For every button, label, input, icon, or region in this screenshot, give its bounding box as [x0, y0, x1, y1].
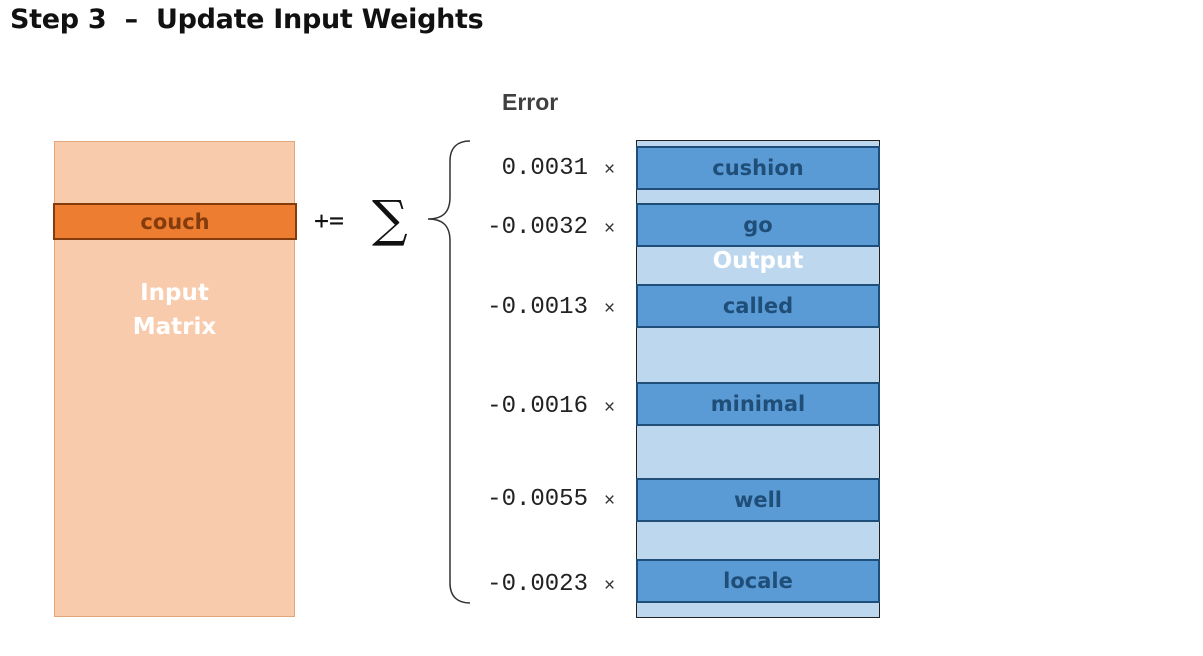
- output-row-locale: locale: [636, 559, 880, 603]
- error-value: -0.0013: [487, 294, 588, 321]
- plus-equals-operator: +=: [314, 206, 345, 235]
- input-row-couch: couch: [53, 203, 297, 240]
- multiply-operator: ×: [604, 490, 616, 511]
- error-column-label: Error: [502, 89, 559, 115]
- input-matrix-label-line1: Input: [140, 280, 209, 306]
- multiply-operator: ×: [604, 575, 616, 596]
- input-matrix-label: Input Matrix: [54, 276, 295, 344]
- sigma-symbol: ∑: [372, 190, 408, 248]
- multiply-operator: ×: [604, 397, 616, 418]
- left-brace-icon: [427, 140, 471, 604]
- error-value: -0.0023: [487, 571, 588, 598]
- error-value: -0.0055: [487, 486, 588, 513]
- output-row-well: well: [636, 478, 880, 522]
- multiply-operator: ×: [604, 159, 616, 180]
- output-row-called: called: [636, 284, 880, 328]
- input-matrix-label-line2: Matrix: [132, 314, 217, 340]
- output-row-go: go: [636, 203, 880, 247]
- error-value: -0.0032: [487, 214, 588, 241]
- output-row-minimal: minimal: [636, 382, 880, 426]
- output-matrix-label: Output: [712, 248, 804, 274]
- error-value: 0.0031: [501, 155, 588, 182]
- multiply-operator: ×: [604, 298, 616, 319]
- error-value: -0.0016: [487, 393, 588, 420]
- page-title: Step 3 – Update Input Weights: [10, 4, 484, 35]
- multiply-operator: ×: [604, 218, 616, 239]
- output-row-cushion: cushion: [636, 146, 880, 190]
